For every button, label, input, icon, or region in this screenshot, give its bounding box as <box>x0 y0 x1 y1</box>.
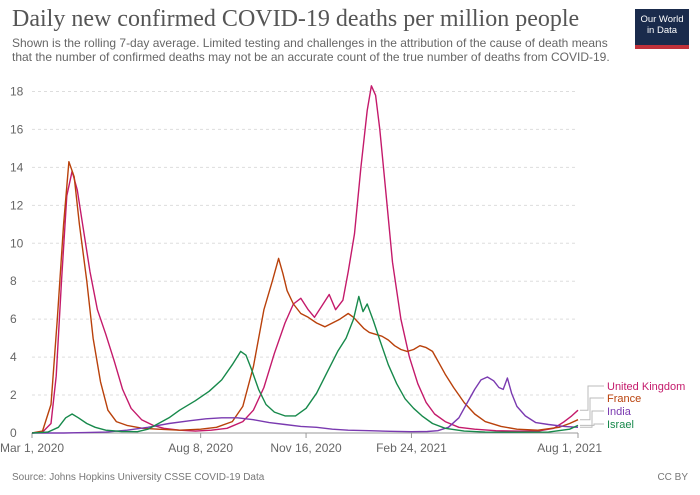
x-tick-label-1: Aug 8, 2020 <box>168 441 233 455</box>
x-tick-label-3: Feb 24, 2021 <box>376 441 447 455</box>
y-tick-label-18: 18 <box>10 84 24 98</box>
y-tick-label-2: 2 <box>10 388 17 402</box>
license-note[interactable]: CC BY <box>657 472 688 483</box>
legend-label-france[interactable]: France <box>607 393 641 405</box>
y-tick-label-12: 12 <box>10 198 24 212</box>
source-note[interactable]: Source: Johns Hopkins University CSSE CO… <box>12 472 265 483</box>
y-tick-label-16: 16 <box>10 122 24 136</box>
y-tick-label-0: 0 <box>10 426 17 440</box>
y-tick-label-8: 8 <box>10 274 17 288</box>
owid-logo[interactable]: Our World in Data <box>635 9 689 49</box>
legend-connector-france <box>580 397 604 421</box>
logo-line-2: in Data <box>646 25 678 36</box>
legend-label-india[interactable]: India <box>607 406 632 418</box>
chart-title: Daily new confirmed COVID-19 deaths per … <box>12 6 580 32</box>
x-tick-label-0: Mar 1, 2020 <box>0 441 64 455</box>
chart-subtitle: Shown is the rolling 7-day average. Limi… <box>12 36 610 64</box>
x-tick-label-4: Aug 1, 2021 <box>537 441 602 455</box>
legend-connector-israel <box>580 423 604 426</box>
y-tick-label-10: 10 <box>10 236 24 250</box>
logo-line-1: Our World <box>640 14 684 25</box>
series-line-india[interactable] <box>32 376 579 434</box>
legend-label-united-kingdom[interactable]: United Kingdom <box>607 381 685 393</box>
y-tick-label-6: 6 <box>10 312 17 326</box>
legend-connector-united-kingdom <box>580 385 604 411</box>
x-tick-label-2: Nov 16, 2020 <box>270 441 342 455</box>
logo-accent-bar <box>635 45 689 49</box>
legend-connector-india <box>580 410 604 428</box>
series-line-israel[interactable] <box>31 295 579 434</box>
series-line-united-kingdom[interactable] <box>31 85 579 434</box>
series-line-france[interactable] <box>31 161 579 434</box>
legend-label-israel[interactable]: Israel <box>607 419 634 431</box>
y-tick-label-4: 4 <box>10 350 17 364</box>
y-tick-label-14: 14 <box>10 160 24 174</box>
